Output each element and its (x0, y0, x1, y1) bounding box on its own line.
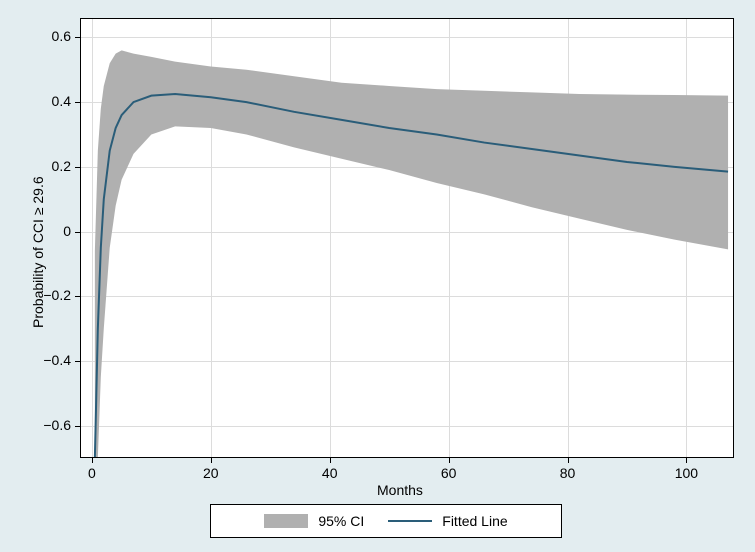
y-axis-label: Probability of CCI ≥ 29.6 (30, 176, 46, 328)
x-tick-label: 80 (548, 465, 588, 481)
legend-label: Fitted Line (442, 513, 507, 529)
x-tick-label: 0 (72, 465, 112, 481)
x-tick-mark (568, 458, 569, 463)
y-tick-label: 0 (63, 223, 71, 239)
y-tick-label: −0.4 (43, 352, 71, 368)
legend-item: Fitted Line (388, 513, 507, 529)
y-tick-mark (75, 361, 80, 362)
legend-line-icon (388, 520, 432, 522)
x-tick-mark (449, 458, 450, 463)
y-tick-label: 0.2 (52, 158, 71, 174)
y-tick-mark (75, 37, 80, 38)
y-tick-mark (75, 232, 80, 233)
x-tick-label: 60 (429, 465, 469, 481)
legend-label: 95% CI (318, 513, 364, 529)
y-tick-mark (75, 426, 80, 427)
y-tick-label: 0.6 (52, 28, 71, 44)
x-tick-mark (211, 458, 212, 463)
chart-container: Probability of CCI ≥ 29.6 Months 95% CI F… (0, 0, 755, 552)
legend-swatch-icon (264, 514, 308, 528)
x-tick-label: 20 (191, 465, 231, 481)
x-tick-label: 40 (310, 465, 350, 481)
x-axis-label: Months (377, 482, 423, 498)
legend: 95% CI Fitted Line (210, 504, 562, 538)
x-tick-mark (92, 458, 93, 463)
y-tick-label: −0.6 (43, 417, 71, 433)
legend-item: 95% CI (264, 513, 364, 529)
y-tick-label: 0.4 (52, 93, 71, 109)
x-tick-mark (686, 458, 687, 463)
y-tick-mark (75, 102, 80, 103)
y-tick-label: −0.2 (43, 287, 71, 303)
y-tick-mark (75, 296, 80, 297)
plot-area (80, 18, 734, 458)
confidence-band (95, 50, 728, 458)
x-tick-label: 100 (666, 465, 706, 481)
x-tick-mark (330, 458, 331, 463)
y-tick-mark (75, 167, 80, 168)
